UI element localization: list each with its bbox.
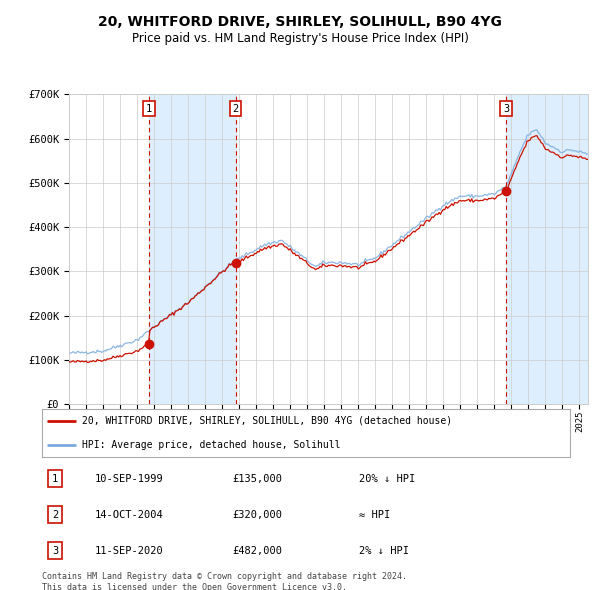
Text: 20, WHITFORD DRIVE, SHIRLEY, SOLIHULL, B90 4YG: 20, WHITFORD DRIVE, SHIRLEY, SOLIHULL, B… — [98, 15, 502, 29]
Text: 10-SEP-1999: 10-SEP-1999 — [95, 474, 164, 484]
Text: 1: 1 — [146, 104, 152, 114]
Bar — [506, 94, 588, 404]
Text: £482,000: £482,000 — [232, 546, 282, 556]
Bar — [149, 94, 236, 404]
Text: 2: 2 — [232, 104, 239, 114]
Text: 1: 1 — [52, 474, 58, 484]
Text: Contains HM Land Registry data © Crown copyright and database right 2024.
This d: Contains HM Land Registry data © Crown c… — [42, 572, 407, 590]
Text: 3: 3 — [503, 104, 509, 114]
Text: 3: 3 — [52, 546, 58, 556]
Text: £135,000: £135,000 — [232, 474, 282, 484]
Text: 20% ↓ HPI: 20% ↓ HPI — [359, 474, 415, 484]
Text: ≈ HPI: ≈ HPI — [359, 510, 390, 520]
Text: 11-SEP-2020: 11-SEP-2020 — [95, 546, 164, 556]
Text: HPI: Average price, detached house, Solihull: HPI: Average price, detached house, Soli… — [82, 440, 340, 450]
Text: 20, WHITFORD DRIVE, SHIRLEY, SOLIHULL, B90 4YG (detached house): 20, WHITFORD DRIVE, SHIRLEY, SOLIHULL, B… — [82, 416, 452, 426]
Text: 2% ↓ HPI: 2% ↓ HPI — [359, 546, 409, 556]
Text: 2: 2 — [52, 510, 58, 520]
Text: 14-OCT-2004: 14-OCT-2004 — [95, 510, 164, 520]
Text: Price paid vs. HM Land Registry's House Price Index (HPI): Price paid vs. HM Land Registry's House … — [131, 32, 469, 45]
Text: £320,000: £320,000 — [232, 510, 282, 520]
